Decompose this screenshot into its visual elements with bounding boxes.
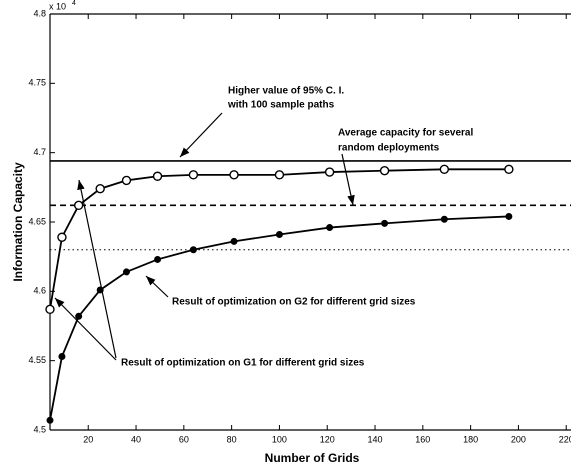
- y-tick-label: 4.5: [33, 424, 46, 434]
- data-point: [274, 170, 285, 180]
- annotation-arrow: [54, 297, 117, 361]
- series-line: [49, 215, 509, 421]
- data-point: [189, 246, 197, 254]
- annotation: Higher value of 95% C. I.: [228, 86, 344, 97]
- annotation: Result of optimization on G2 for differe…: [172, 297, 416, 308]
- annotation-arrow: [145, 275, 169, 298]
- x-tick-label: 20: [83, 434, 93, 444]
- y-multiplier: x 10: [49, 1, 66, 11]
- annotation: with 100 sample paths: [227, 100, 335, 111]
- data-point: [326, 224, 334, 232]
- data-point: [75, 312, 83, 320]
- y-multiplier-exponent: 4: [72, 0, 76, 7]
- data-point: [57, 232, 67, 242]
- y-tick-label: 4.6: [33, 286, 46, 296]
- x-tick-label: 40: [131, 434, 141, 444]
- x-tick-label: 120: [320, 434, 335, 444]
- y-tick-label: 4.55: [28, 355, 46, 365]
- data-point: [154, 255, 162, 263]
- data-point: [95, 184, 105, 194]
- data-point: [45, 304, 55, 315]
- y-tick-label: 4.75: [28, 78, 46, 88]
- data-point: [46, 416, 54, 424]
- x-tick-label: 80: [227, 434, 237, 444]
- annotation-arrow: [77, 179, 117, 359]
- data-point: [504, 164, 514, 175]
- data-point: [122, 268, 130, 276]
- y-tick-label: 4.65: [28, 216, 46, 226]
- x-axis-title: Number of Grids: [265, 451, 360, 465]
- x-tick-label: 140: [368, 434, 383, 444]
- annotation: Result of optimization on G1 for differe…: [121, 358, 365, 369]
- data-point: [152, 171, 163, 181]
- x-tick-label: 200: [511, 434, 526, 444]
- data-point: [229, 170, 239, 180]
- data-point: [121, 175, 132, 186]
- data-point: [439, 164, 450, 175]
- data-point: [275, 230, 283, 238]
- data-point: [230, 237, 238, 245]
- annotation: random deployments: [338, 143, 440, 154]
- y-tick-label: 4.7: [33, 147, 46, 157]
- y-axis-title: Information Capacity: [11, 162, 25, 282]
- x-tick-label: 180: [463, 434, 478, 444]
- x-tick-label: 60: [179, 434, 189, 444]
- annotation-arrow: [179, 112, 223, 158]
- data-point: [381, 219, 389, 227]
- data-point: [505, 212, 513, 220]
- data-point: [188, 170, 199, 180]
- data-point: [324, 167, 335, 177]
- annotation-arrow: [341, 153, 355, 206]
- data-point: [379, 165, 390, 176]
- x-tick-label: 100: [272, 434, 287, 444]
- data-point: [58, 353, 66, 361]
- y-tick-label: 4.8: [33, 8, 46, 18]
- annotation: Average capacity for several: [338, 128, 473, 139]
- data-point: [73, 200, 84, 211]
- x-tick-label: 220: [559, 434, 571, 444]
- data-point: [440, 215, 448, 223]
- series-line: [49, 168, 509, 310]
- x-tick-label: 160: [415, 434, 430, 444]
